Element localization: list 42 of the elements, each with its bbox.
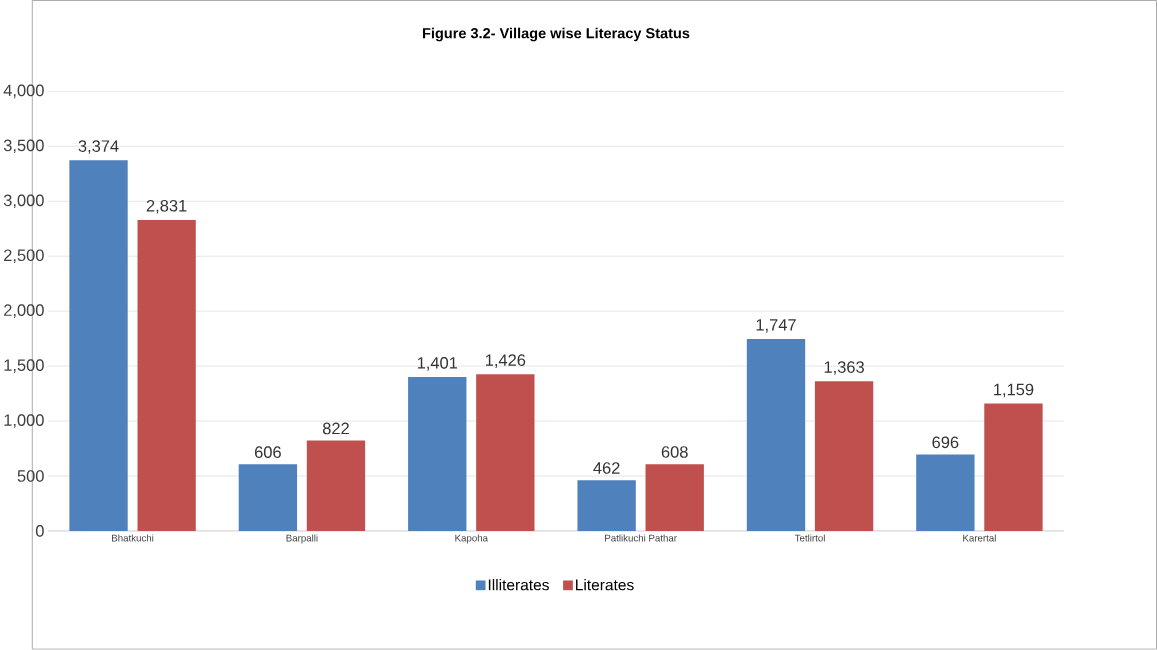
y-tick-label: 3,500 <box>3 139 44 154</box>
x-tick-label: Kapoha <box>455 534 488 544</box>
x-tick-label: Barpalli <box>286 534 318 544</box>
bar <box>238 464 298 532</box>
bar <box>137 220 196 532</box>
x-tick-label: Patlikuchi Pathar <box>605 534 677 542</box>
bar <box>746 339 806 532</box>
bar <box>645 464 704 532</box>
bar <box>814 381 874 532</box>
y-tick-label: 3,000 <box>3 194 44 209</box>
legend-label: Literates <box>576 579 634 591</box>
y-tick-label: 500 <box>17 470 44 483</box>
bar <box>984 403 1043 532</box>
data-label: 606 <box>254 446 281 459</box>
bar <box>577 480 636 532</box>
bar <box>476 374 535 532</box>
bar <box>69 160 128 532</box>
data-label: 1,426 <box>485 354 526 369</box>
y-tick-label: 4,000 <box>3 84 44 99</box>
data-label: 1,401 <box>417 357 458 371</box>
y-tick-label: 1,000 <box>4 414 44 429</box>
y-tick-label: 2,500 <box>4 249 44 264</box>
y-tick-label: 1,500 <box>4 359 44 374</box>
x-tick-label: Bhatkuchi <box>112 534 154 542</box>
data-label: 2,831 <box>146 200 187 214</box>
y-tick-label: 0 <box>35 525 44 537</box>
data-label: 1,747 <box>756 319 796 333</box>
data-label: 1,159 <box>994 383 1034 398</box>
chart-title: Figure 3.2- Village wise Literacy Status <box>423 27 690 42</box>
data-label: 462 <box>593 462 620 475</box>
x-tick-label: Karertal <box>963 534 996 542</box>
data-label: 608 <box>661 446 688 458</box>
y-tick-label: 2,000 <box>4 304 44 319</box>
data-label: 696 <box>932 436 959 449</box>
bar <box>916 454 975 532</box>
data-label: 822 <box>322 422 349 435</box>
bar <box>408 377 467 532</box>
legend-label: Illiterates <box>488 579 549 591</box>
x-tick-label: Tetlirtol <box>794 534 825 542</box>
bar <box>306 440 366 532</box>
data-label: 3,374 <box>78 140 119 154</box>
data-label: 1,363 <box>824 361 864 375</box>
